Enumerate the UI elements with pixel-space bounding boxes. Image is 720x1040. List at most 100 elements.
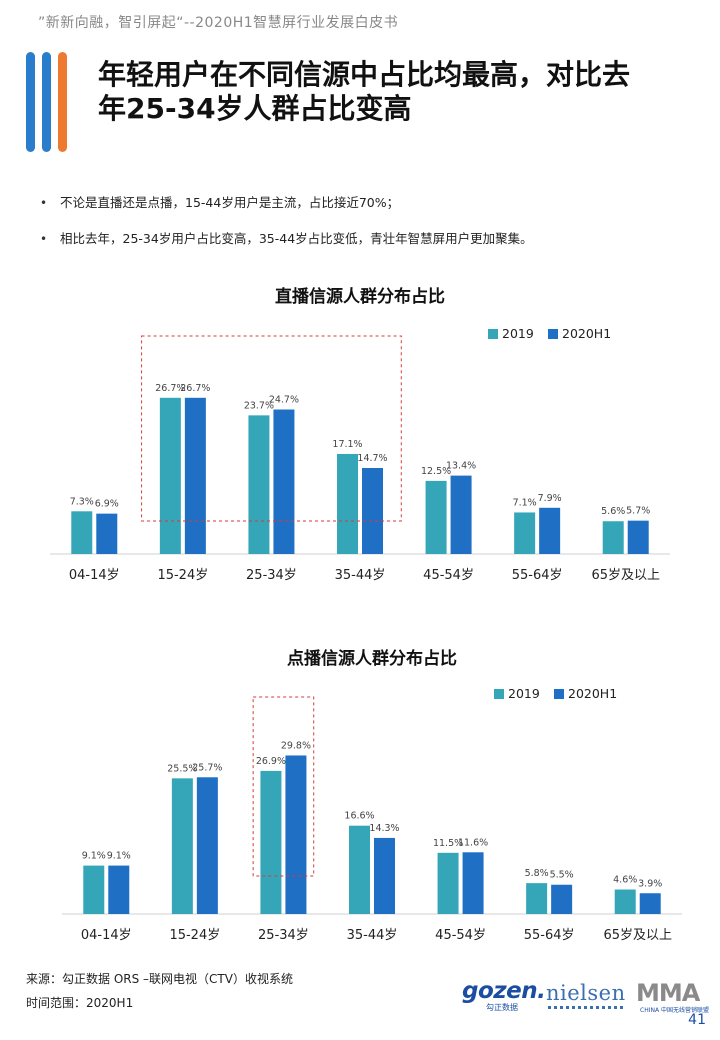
highlight-box [252,696,315,877]
x-tick-label: 25-34岁 [246,568,297,583]
legend-swatch-0 [488,329,498,339]
legend-label-1: 2020H1 [568,686,617,701]
page-title: 年轻用户在不同信源中占比均最高，对比去 年25-34岁人群占比变高 [98,58,698,126]
bar-2020h1 [551,884,573,914]
bullet-list: 不论是直播还是点播，15-44岁用户是主流，占比接近70%； 相比去年，25-3… [38,193,688,265]
data-label: 9.1% [107,851,131,862]
page-number: 41 [688,1012,706,1028]
gozen-logo-subtext: 勾正数据 [486,1003,518,1012]
data-label: 3.9% [638,878,662,889]
bar-2020h1 [462,852,484,914]
data-label: 5.8% [525,868,549,879]
data-label: 16.6% [344,811,374,822]
chart-title: 直播信源人群分布占比 [275,286,445,307]
bar-2019 [260,770,282,914]
data-label: 24.7% [269,395,299,406]
bar-2020h1 [285,755,307,914]
bar-2020h1 [627,520,649,554]
data-label: 26.9% [256,756,286,767]
bar-2020h1 [184,397,206,554]
bar-2019 [349,825,370,914]
bar-2020h1 [96,513,118,554]
mma-logo-subtext: CHINA 中国无线营销联盟 [640,1007,709,1014]
x-tick-label: 55-64岁 [512,568,563,583]
x-tick-label: 15-24岁 [169,928,220,943]
bullet-item: 相比去年，25-34岁用户占比变高，35-44岁占比变低，青壮年智慧屏用户更加聚… [38,229,688,249]
bullet-item: 不论是直播还是点播，15-44岁用户是主流，占比接近70%； [38,193,688,213]
mma-logo: MMA [636,979,700,1007]
data-label: 7.3% [70,496,94,507]
x-tick-label: 45-54岁 [435,928,486,943]
x-tick-label: 25-34岁 [258,928,309,943]
data-label: 11.5% [433,838,463,849]
data-label: 26.7% [180,383,210,394]
bar-2020h1 [374,837,395,914]
bar-2019 [83,865,105,914]
data-label: 12.5% [421,466,451,477]
x-tick-label: 04-14岁 [81,928,132,943]
bar-2019 [602,521,624,554]
document-subtitle: ”新新向融，智引屏起“--2020H1智慧屏行业发展白皮书 [38,15,399,31]
bar-2020h1 [108,865,130,914]
bar-2019 [437,852,459,914]
bar-2020h1 [539,507,561,554]
bar-2020h1 [273,409,295,554]
bar-2019 [337,453,358,554]
data-label: 5.6% [601,506,625,517]
data-label: 14.3% [369,823,399,834]
bar-2020h1 [639,893,661,914]
data-label: 23.7% [244,400,274,411]
bar-2019 [425,480,447,554]
bar-2019 [159,397,181,554]
data-label: 5.5% [550,870,574,881]
x-tick-label: 35-44岁 [335,568,386,583]
x-tick-label: 15-24岁 [157,568,208,583]
chart-title: 点播信源人群分布占比 [287,648,457,669]
bar-2019 [514,512,536,554]
data-label: 7.9% [538,493,562,504]
accent-bar-orange [58,52,67,152]
x-tick-label: 55-64岁 [524,928,575,943]
x-tick-label: 35-44岁 [347,928,398,943]
data-label: 7.1% [513,497,537,508]
vod-source-chart: 点播信源人群分布占比 2019 2020H1 04-14岁 9.1% 9.1% 15-24岁… [62,648,682,943]
nielsen-logo-dots [548,1006,626,1009]
bar-2019 [171,778,193,914]
x-tick-label: 45-54岁 [423,568,474,583]
gozen-logo: gozen. [462,978,546,1004]
legend-swatch-0 [494,689,504,699]
legend-swatch-1 [548,329,558,339]
accent-bar-blue-2 [42,52,51,152]
bar-2019 [71,511,93,554]
legend-label-0: 2019 [502,326,534,341]
data-label: 6.9% [95,499,119,510]
x-tick-label: 65岁及以上 [603,928,672,943]
page-title-line-1: 年轻用户在不同信源中占比均最高，对比去 [98,58,631,91]
bar-2019 [248,415,270,554]
data-label: 4.6% [613,875,637,886]
legend-label-1: 2020H1 [562,326,611,341]
data-label: 5.7% [626,506,650,517]
bar-2020h1 [450,475,472,554]
legend-label-0: 2019 [508,686,540,701]
data-label: 25.7% [192,762,222,773]
data-label: 11.6% [458,837,488,848]
data-label: 29.8% [281,740,311,751]
accent-bar-blue-1 [26,52,35,152]
data-label: 14.7% [357,453,387,464]
source-note: 来源：勾正数据 ORS –联网电视（CTV）收视系统 [26,972,293,986]
legend-swatch-1 [554,689,564,699]
partner-logos: gozen. 勾正数据 nielsen MMA CHINA 中国无线营销联盟 [462,978,712,1014]
data-label: 9.1% [82,851,106,862]
bar-2020h1 [362,468,383,554]
time-range-note: 时间范围：2020H1 [26,996,134,1010]
live-source-chart: 直播信源人群分布占比 2019 2020H1 04-14岁 7.3% 6.9% 15-24岁… [50,286,670,583]
bar-2019 [526,883,548,914]
data-label: 26.7% [155,383,185,394]
bar-2020h1 [196,777,218,914]
x-tick-label: 65岁及以上 [591,568,660,583]
data-label: 13.4% [446,461,476,472]
x-tick-label: 04-14岁 [69,568,120,583]
page-title-line-2: 年25-34岁人群占比变高 [98,92,412,125]
bar-2019 [614,889,636,914]
